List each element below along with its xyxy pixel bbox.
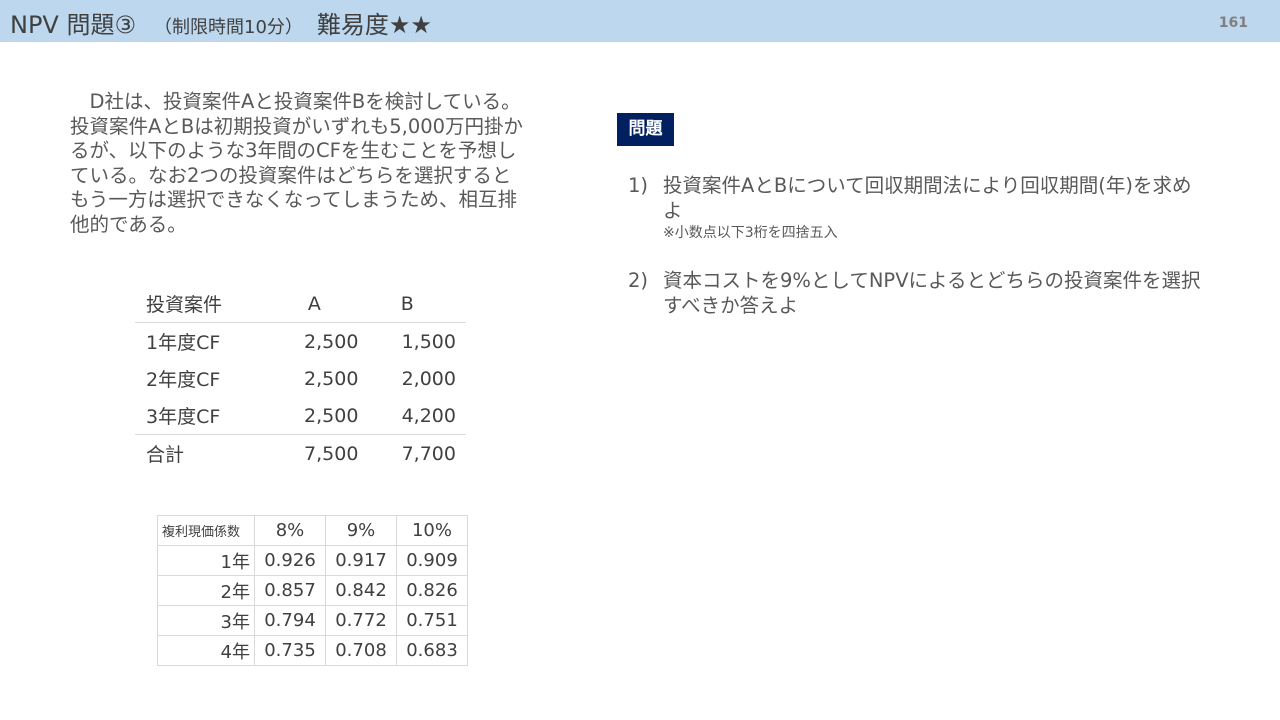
header-cell: 複利現価係数 — [157, 515, 255, 546]
cash-flow-table: 投資案件 A B 1年度CF 2,500 1,500 2年度CF 2,500 2… — [135, 285, 466, 472]
table-row: 4年 0.735 0.708 0.683 — [157, 635, 468, 666]
slide-title: NPV 問題③ （制限時間10分） 難易度★★ — [10, 5, 432, 40]
cell: 2,000 — [401, 367, 456, 390]
cell: 2年度CF — [146, 369, 221, 391]
question-1: 1) 投資案件AとBについて回収期間法により回収期間(年)を求めよ ※小数点以下… — [628, 173, 1203, 243]
question-number: 2) — [628, 269, 649, 292]
intro-paragraph: D社は、投資案件Aと投資案件Bを検討している。投資案件AとBは初期投資がいずれも… — [70, 90, 524, 236]
cell: 7,700 — [401, 442, 456, 465]
header-cell: 投資案件 — [135, 285, 271, 323]
cell: 1年 — [157, 545, 255, 576]
cell: 0.909 — [396, 545, 468, 576]
cell: 1,500 — [401, 330, 456, 353]
header-cell: B — [358, 285, 466, 323]
header-cell: 10% — [396, 515, 468, 546]
time-limit: （制限時間10分） — [154, 17, 303, 38]
table-row: 1年度CF 2,500 1,500 — [135, 323, 466, 361]
question-2: 2) 資本コストを9%としてNPVによるとどちらの投資案件を選択すべきか答えよ — [628, 268, 1203, 318]
cell: 0.842 — [325, 575, 397, 606]
cell: 2,500 — [270, 397, 359, 435]
cell: 0.794 — [254, 605, 326, 636]
present-value-factor-table: 複利現価係数 8% 9% 10% 1年 0.926 0.917 0.909 2年… — [157, 515, 468, 666]
question-note: ※小数点以下3桁を四捨五入 — [663, 225, 838, 241]
title-main: NPV 問題③ — [10, 11, 136, 39]
table-row: 3年 0.794 0.772 0.751 — [157, 605, 468, 636]
page-number: 161 — [1218, 15, 1248, 31]
table-row-total: 合計 7,500 7,700 — [135, 435, 466, 473]
cell: 0.772 — [325, 605, 397, 636]
problem-badge: 問題 — [617, 113, 674, 146]
table-header-row: 投資案件 A B — [135, 285, 466, 323]
table-row: 3年度CF 2,500 4,200 — [135, 397, 466, 435]
cell: 0.735 — [254, 635, 326, 666]
cell: 0.751 — [396, 605, 468, 636]
cell: 1年度CF — [146, 332, 221, 354]
cell: 7,500 — [304, 442, 359, 465]
cell: 0.926 — [254, 545, 326, 576]
cell: 3年 — [157, 605, 255, 636]
cell: 3年度CF — [135, 397, 271, 435]
cell: 4年 — [157, 635, 255, 666]
cell: 0.857 — [254, 575, 326, 606]
cell: 合計 — [146, 444, 185, 466]
table-row: 2年度CF 2,500 2,000 — [135, 360, 466, 397]
header-cell: 8% — [254, 515, 326, 546]
cell: 2,500 — [304, 367, 359, 390]
cell: 0.826 — [396, 575, 468, 606]
difficulty: 難易度★★ — [316, 11, 432, 39]
question-text: 投資案件AとBについて回収期間法により回収期間(年)を求めよ — [663, 174, 1192, 222]
cell: 4,200 — [358, 397, 466, 435]
header-cell: A — [270, 285, 359, 323]
question-text: 資本コストを9%としてNPVによるとどちらの投資案件を選択すべきか答えよ — [663, 269, 1201, 317]
slide-header: NPV 問題③ （制限時間10分） 難易度★★ 161 — [0, 0, 1280, 42]
table-header-row: 複利現価係数 8% 9% 10% — [157, 515, 468, 546]
cell: 0.683 — [396, 635, 468, 666]
cell: 0.917 — [325, 545, 397, 576]
cell: 0.708 — [325, 635, 397, 666]
question-number: 1) — [628, 174, 649, 197]
table-row: 1年 0.926 0.917 0.909 — [157, 545, 468, 576]
table-row: 2年 0.857 0.842 0.826 — [157, 575, 468, 606]
header-cell: 9% — [325, 515, 397, 546]
cell: 2,500 — [304, 330, 359, 353]
cell: 2年 — [157, 575, 255, 606]
